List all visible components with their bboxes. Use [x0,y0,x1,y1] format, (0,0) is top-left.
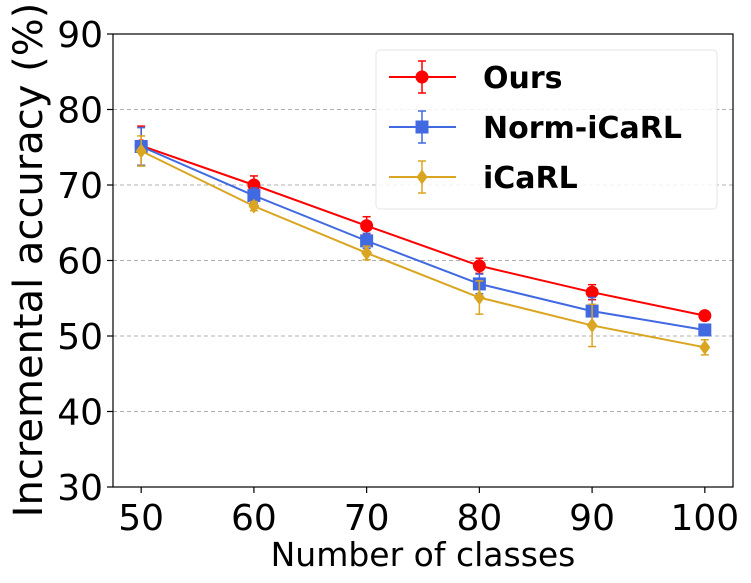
x-tick-label: 70 [344,498,390,539]
axis-ticks: 30 40 50 60 70 80 90 50 60 70 80 90 100 [57,15,739,539]
legend: Ours Norm-iCaRL iCaRL [375,49,718,210]
legend-marker-ours [415,70,429,84]
data-point-icarl [248,198,260,214]
legend-entry-norm-icarl: Norm-iCaRL [389,110,682,146]
y-tick-label: 80 [57,91,103,132]
data-point-norm-icarl [698,323,712,337]
y-tick-label: 90 [57,15,103,56]
x-tick-label: 50 [118,498,164,539]
legend-label-norm-icarl: Norm-iCaRL [483,111,682,146]
legend-marker-icarl [416,169,428,185]
legend-marker-norm-icarl [415,120,429,134]
legend-entry-ours: Ours [389,60,563,96]
y-tick-label: 40 [57,393,103,434]
data-point-icarl [699,339,711,355]
legend-label-ours: Ours [483,61,563,96]
series-line-norm-icarl [140,145,705,331]
legend-box [375,49,718,210]
series-line-ours [140,144,706,317]
y-axis-title: Incremental accuracy (%) [6,3,52,518]
legend-label-icarl: iCaRL [483,161,578,196]
data-point-ours [585,285,599,299]
series-icarl [135,135,711,356]
x-axis-title: Number of classes [271,535,576,574]
data-point-icarl [586,317,598,333]
x-tick-label: 90 [569,498,615,539]
data-point-norm-icarl [247,189,261,203]
data-point-icarl [473,289,485,305]
y-tick-label: 60 [57,242,103,283]
data-point-norm-icarl [360,234,374,248]
y-tick-label: 50 [57,317,103,358]
data-point-ours [472,259,486,273]
legend-entry-icarl: iCaRL [389,160,578,196]
data-point-ours [360,219,374,233]
series-group [134,125,712,356]
x-tick-label: 100 [670,498,739,539]
data-point-ours [698,309,712,323]
series-line-icarl [140,150,706,349]
y-tick-label: 30 [57,468,103,509]
x-tick-label: 60 [231,498,277,539]
data-point-icarl [135,143,147,159]
data-point-icarl [361,245,373,261]
x-tick-label: 80 [456,498,502,539]
y-tick-label: 70 [57,166,103,207]
series-ours [134,125,712,323]
